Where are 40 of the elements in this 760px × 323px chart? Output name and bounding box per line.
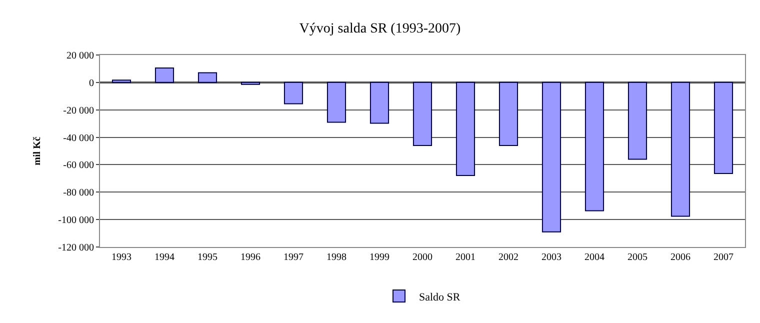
y-tick-label: 0 <box>89 78 94 89</box>
chart-title: Vývoj salda SR (1993-2007) <box>299 21 462 36</box>
y-tick-label: 20 000 <box>66 50 94 62</box>
bar <box>628 82 648 160</box>
legend-label: Saldo SR <box>419 291 461 304</box>
bar <box>542 82 562 232</box>
x-tick-label: 2006 <box>670 252 690 263</box>
bar <box>198 72 218 83</box>
y-axis-title: mil Kč <box>32 136 44 166</box>
y-tick-label: -100 000 <box>58 215 94 226</box>
x-tick-label: 1993 <box>112 252 132 263</box>
x-tick-label: 2001 <box>456 252 476 263</box>
bar <box>456 82 476 176</box>
bar <box>670 82 690 217</box>
y-tick-label: -80 000 <box>63 188 94 199</box>
bar <box>498 82 518 146</box>
bar <box>584 82 604 212</box>
x-tick-label: 2003 <box>542 252 562 263</box>
y-tick-label: -20 000 <box>63 105 94 116</box>
x-tick-label: 1995 <box>198 252 218 263</box>
y-tick-label: -40 000 <box>63 132 94 144</box>
bar <box>370 82 390 124</box>
x-tick-label: 2002 <box>498 252 518 263</box>
bar <box>284 82 304 104</box>
x-tick-label: 1998 <box>326 252 346 263</box>
y-tick-label: -60 000 <box>63 160 94 172</box>
bar <box>154 68 174 83</box>
x-tick-label: 1997 <box>284 252 304 263</box>
x-tick-label: 2000 <box>412 252 432 263</box>
x-tick-label: 1996 <box>240 252 260 263</box>
bar <box>326 82 346 123</box>
x-tick-label: 2004 <box>584 252 604 263</box>
bar <box>112 80 132 83</box>
bar <box>714 82 734 174</box>
bar <box>412 82 432 146</box>
x-tick-label: 2005 <box>628 252 648 263</box>
x-tick-label: 1999 <box>370 252 390 263</box>
y-tick-label: -120 000 <box>58 242 94 254</box>
x-tick-label: 1994 <box>154 252 174 263</box>
x-tick-label: 2007 <box>714 252 734 263</box>
